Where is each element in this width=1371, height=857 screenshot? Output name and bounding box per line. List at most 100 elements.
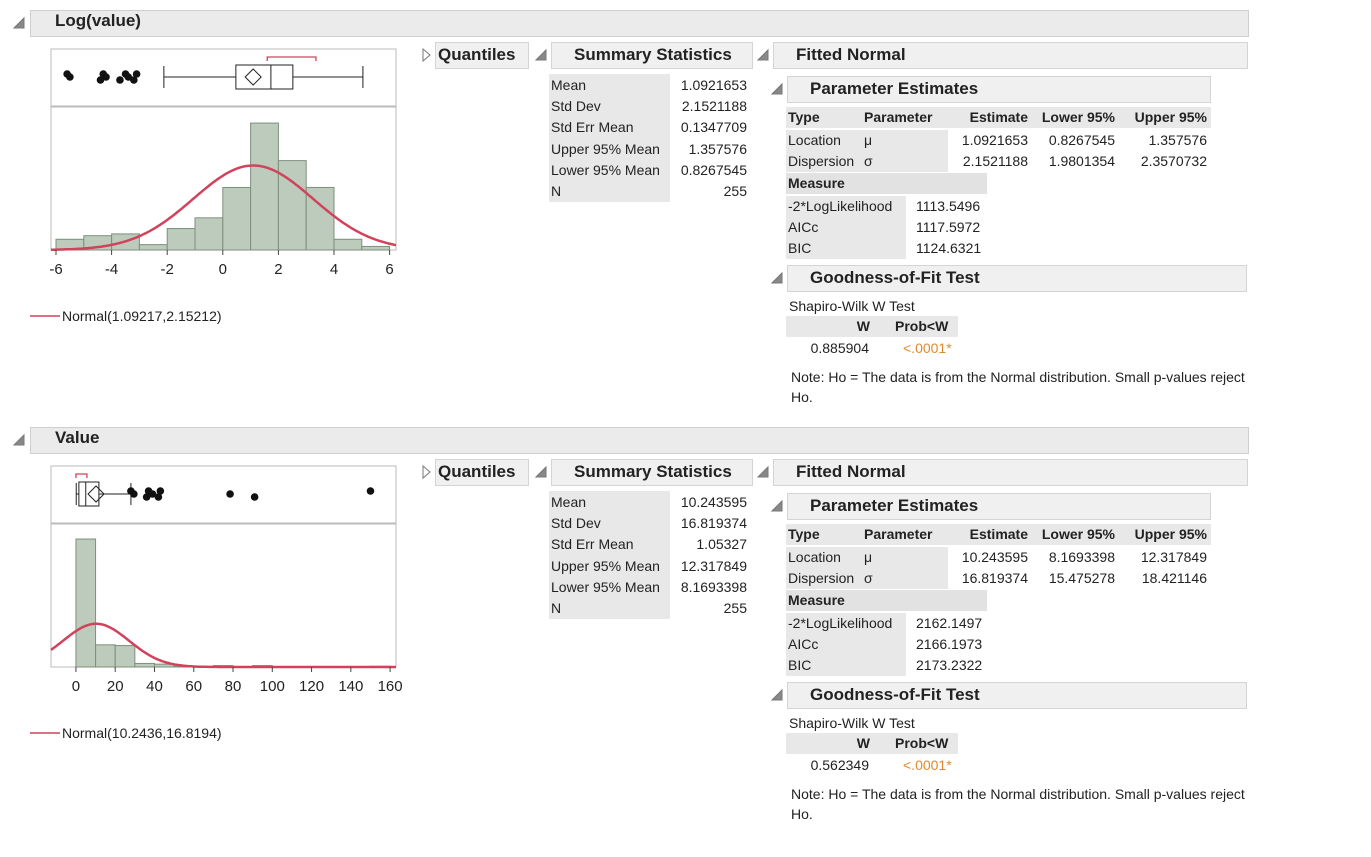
- param-title: Parameter Estimates: [810, 79, 979, 98]
- gof-header: Prob<W: [895, 735, 949, 751]
- gof-title-bar: [787, 682, 1247, 709]
- param-header: Parameter: [864, 109, 933, 125]
- summary-value: 1.05327: [696, 536, 747, 553]
- histogram-bar: [361, 245, 391, 251]
- measure-value: 2162.1497: [916, 615, 983, 631]
- outlier-point: [154, 493, 163, 501]
- disclosure-triangle: [12, 16, 25, 29]
- summary-label-cell: [549, 533, 670, 555]
- summary-value: 2.1521188: [681, 98, 747, 115]
- param-header: Upper 95%: [1134, 109, 1207, 125]
- x-tick-label: 6: [385, 261, 393, 278]
- fitted-title-bar: [773, 42, 1248, 69]
- summary-value: 16.819374: [680, 515, 747, 532]
- gof-header: W: [856, 735, 870, 751]
- param-header: Upper 95%: [1134, 526, 1207, 542]
- fitted-title: Fitted Normal: [796, 462, 906, 481]
- section-header: [30, 10, 1249, 37]
- summary-label: Std Dev: [551, 515, 601, 532]
- x-tick-label: 60: [185, 678, 202, 695]
- histogram-bar: [134, 662, 155, 668]
- histogram-bar: [250, 122, 279, 251]
- disclosure-triangle: [756, 465, 769, 478]
- outlier-point: [102, 73, 110, 81]
- quantiles-title-bar: [435, 459, 529, 486]
- param-cell: 10.243595: [961, 549, 1028, 565]
- gof-header-bg: [786, 733, 958, 754]
- histogram-bar: [138, 244, 168, 251]
- summary-title-bar: [551, 459, 753, 486]
- gof-note: Note: Ho = The data is from the Normal d…: [791, 786, 1245, 822]
- param-header: Type: [788, 109, 820, 125]
- disclosure-triangle: [534, 465, 547, 478]
- gof-p: <.0001*: [903, 757, 952, 773]
- measure-label-bg: [786, 612, 906, 634]
- summary-label-cell: [549, 159, 670, 181]
- measure-label: BIC: [788, 657, 812, 673]
- boxplot-frame: [50, 465, 397, 524]
- fitted-title-bar: [773, 459, 1248, 486]
- disclosure-triangle: [770, 688, 783, 701]
- outlier-point: [66, 73, 74, 81]
- gof-title: Goodness-of-Fit Test: [810, 268, 980, 287]
- param-cell: 12.317849: [1140, 549, 1207, 565]
- disclosure-triangle: [534, 48, 547, 61]
- histogram-frame: [50, 523, 397, 668]
- measure-header-bg: [786, 590, 987, 611]
- measure-header-bg: [786, 173, 987, 194]
- x-tick-label: 20: [107, 678, 124, 695]
- param-cell: 0.8267545: [1048, 132, 1115, 148]
- legend-label: Normal(1.09217,2.15212): [62, 308, 222, 324]
- summary-value: 12.317849: [680, 557, 747, 574]
- histogram-bar: [333, 238, 363, 251]
- summary-label: Std Err Mean: [551, 119, 634, 136]
- param-cell: 8.1693398: [1048, 549, 1115, 565]
- summary-label: Std Err Mean: [551, 536, 634, 553]
- param-cell: Location: [788, 132, 841, 148]
- param-title: Parameter Estimates: [810, 496, 979, 515]
- param-cell: μ: [864, 132, 873, 148]
- disclosure-triangle: [770, 82, 783, 95]
- summary-label: Upper 95% Mean: [551, 140, 660, 157]
- quantiles-title: Quantiles: [438, 45, 516, 64]
- x-tick-label: 0: [219, 261, 227, 278]
- measure-label: BIC: [788, 240, 812, 256]
- summary-label: N: [551, 600, 562, 616]
- measure-label-bg: [786, 195, 906, 217]
- x-tick-label: -4: [105, 261, 118, 278]
- summary-value: 0.8267545: [680, 161, 747, 178]
- summary-label: Lower 95% Mean: [551, 578, 660, 595]
- x-tick-label: -6: [49, 261, 62, 278]
- param-cell: Dispersion: [788, 153, 855, 169]
- legend-label: Normal(10.2436,16.8194): [62, 725, 222, 741]
- x-tick-label: -2: [161, 261, 174, 278]
- summary-value: 10.243595: [680, 494, 747, 510]
- summary-value: 1.0921653: [680, 77, 747, 93]
- gof-header-bg: [786, 316, 958, 337]
- disclosure-triangle: [756, 48, 769, 61]
- summary-label-cell: [549, 180, 670, 202]
- x-tick-label: 0: [72, 678, 80, 695]
- x-tick-label: 4: [330, 261, 338, 278]
- param-header-bg: [786, 107, 1211, 128]
- summary-label: Upper 95% Mean: [551, 557, 660, 574]
- x-tick-label: 160: [378, 678, 403, 695]
- disclosure-triangle: [12, 433, 25, 446]
- x-tick-label: 100: [260, 678, 285, 695]
- test-name: Shapiro-Wilk W Test: [789, 298, 915, 314]
- param-header: Parameter: [864, 526, 933, 542]
- histogram-bar: [222, 186, 252, 251]
- box: [235, 64, 294, 90]
- summary-title: Summary Statistics: [574, 462, 732, 481]
- disclosure-triangle: [422, 47, 431, 63]
- normal-curve: [50, 622, 396, 669]
- param-cell: 2.1521188: [962, 153, 1028, 169]
- param-label-bg: [786, 546, 948, 568]
- measure-value: 1113.5496: [916, 198, 981, 214]
- outlier-point: [124, 73, 133, 81]
- gof-header: Prob<W: [895, 318, 949, 334]
- gof-note: Note: Ho = The data is from the Normal d…: [791, 369, 1245, 405]
- fitted-title: Fitted Normal: [796, 45, 906, 64]
- param-cell: Location: [788, 549, 841, 565]
